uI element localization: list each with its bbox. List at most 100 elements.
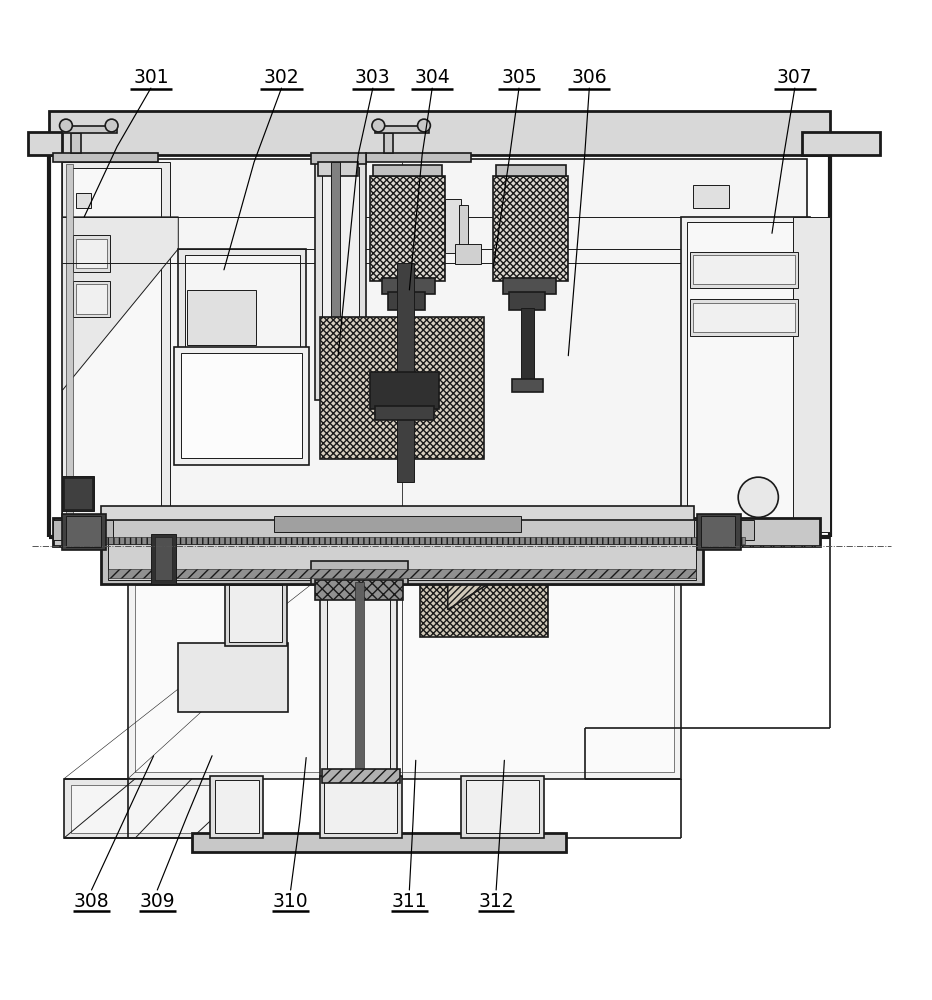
Circle shape	[60, 119, 73, 132]
Text: 302: 302	[264, 68, 299, 87]
Bar	[211, 776, 263, 838]
Bar	[512, 379, 542, 392]
Bar	[375, 126, 430, 133]
Bar	[151, 534, 176, 584]
Bar	[365, 153, 471, 162]
Bar	[310, 153, 365, 164]
Bar	[793, 217, 829, 532]
Bar	[135, 585, 674, 772]
Circle shape	[418, 119, 431, 132]
Bar	[128, 578, 680, 779]
Circle shape	[105, 119, 118, 132]
Circle shape	[738, 477, 778, 517]
Bar	[48, 111, 829, 155]
Bar	[156, 537, 171, 580]
Bar	[62, 126, 117, 133]
Bar	[318, 162, 358, 176]
Bar	[397, 263, 414, 482]
Bar	[420, 575, 548, 637]
Bar	[72, 168, 161, 526]
Bar	[509, 292, 545, 310]
Bar	[354, 582, 363, 779]
Bar	[62, 162, 170, 532]
Bar	[310, 561, 407, 584]
Bar	[493, 176, 569, 281]
Bar	[53, 520, 113, 540]
Text: 304: 304	[415, 68, 450, 87]
Bar	[373, 165, 443, 176]
Bar	[320, 317, 485, 459]
Bar	[64, 478, 92, 509]
Text: 301: 301	[133, 68, 169, 87]
Bar	[680, 217, 810, 532]
Bar	[108, 569, 696, 578]
Bar	[496, 165, 566, 176]
Polygon shape	[72, 785, 217, 833]
Bar	[181, 353, 302, 458]
Bar	[66, 164, 74, 529]
Bar	[692, 303, 795, 332]
Bar	[74, 235, 110, 272]
Bar	[178, 643, 288, 712]
Bar	[76, 193, 90, 208]
Bar	[331, 162, 340, 409]
Bar	[76, 284, 107, 314]
Bar	[370, 176, 445, 281]
Bar	[53, 518, 820, 546]
Bar	[690, 252, 798, 288]
Bar	[697, 514, 741, 550]
Text: 303: 303	[355, 68, 391, 87]
Bar	[391, 379, 422, 392]
Bar	[187, 354, 256, 409]
Bar	[445, 199, 461, 253]
Bar	[690, 299, 798, 336]
Bar	[315, 580, 403, 600]
Bar	[400, 308, 413, 383]
Bar	[384, 133, 393, 153]
Bar	[502, 278, 555, 294]
Bar	[802, 132, 880, 155]
Bar	[28, 132, 62, 155]
Bar	[274, 516, 521, 532]
Bar	[694, 520, 754, 540]
Text: 308: 308	[74, 892, 109, 911]
Bar	[62, 476, 94, 511]
Polygon shape	[64, 779, 224, 838]
Bar	[382, 278, 435, 294]
Bar	[692, 185, 729, 208]
Text: 310: 310	[273, 892, 308, 911]
Bar	[225, 580, 287, 646]
Bar	[62, 514, 106, 550]
Text: 305: 305	[501, 68, 537, 87]
Text: 307: 307	[777, 68, 813, 87]
Bar	[185, 255, 300, 443]
Bar	[461, 776, 543, 838]
Bar	[466, 780, 539, 833]
Bar	[315, 162, 365, 400]
Bar	[76, 239, 107, 268]
Bar	[692, 255, 795, 284]
Bar	[66, 516, 101, 547]
Bar	[108, 544, 696, 580]
Bar	[322, 769, 400, 783]
Bar	[701, 516, 735, 547]
Bar	[192, 833, 567, 852]
Bar	[53, 153, 158, 162]
Bar	[62, 159, 807, 532]
Bar	[327, 584, 391, 774]
Bar	[187, 290, 256, 345]
Bar	[74, 281, 110, 317]
Bar	[178, 249, 306, 450]
Bar	[521, 308, 534, 383]
Bar	[455, 244, 481, 264]
Text: 306: 306	[571, 68, 607, 87]
Text: 312: 312	[478, 892, 514, 911]
Bar	[69, 537, 745, 544]
Bar	[214, 780, 259, 833]
Circle shape	[372, 119, 385, 132]
Bar	[320, 776, 402, 838]
Bar	[375, 406, 434, 420]
Bar	[320, 582, 397, 779]
Bar	[72, 133, 80, 153]
Bar	[389, 292, 425, 310]
